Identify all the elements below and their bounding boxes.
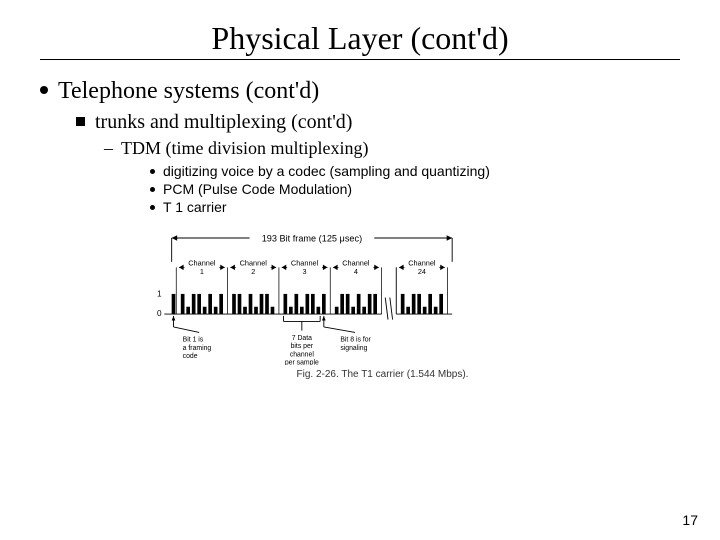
- bullet-l4-2: T 1 carrier: [150, 199, 680, 215]
- bullet-l3: –TDM (time division multiplexing): [104, 138, 680, 159]
- slide-title: Physical Layer (cont'd): [40, 20, 680, 60]
- bullet-l2: trunks and multiplexing (cont'd): [76, 111, 680, 134]
- t1-carrier-svg: 193 Bit frame (125 μsec)Channel1Channel2…: [135, 227, 630, 365]
- figure-caption: Fig. 2-26. The T1 carrier (1.544 Mbps).: [135, 369, 630, 380]
- svg-text:0: 0: [157, 309, 162, 318]
- svg-text:Bit 1 is: Bit 1 is: [183, 337, 204, 344]
- svg-text:4: 4: [354, 267, 358, 276]
- bullet-l1: Telephone systems (cont'd): [40, 78, 680, 105]
- bullet-small-icon: [150, 187, 155, 192]
- svg-text:2: 2: [251, 267, 255, 276]
- bullet-small-icon: [150, 205, 155, 210]
- svg-text:24: 24: [418, 267, 426, 276]
- bullet-dash-icon: –: [104, 138, 113, 159]
- svg-text:7 Data: 7 Data: [292, 335, 312, 342]
- svg-text:3: 3: [303, 267, 307, 276]
- page-number: 17: [682, 512, 698, 528]
- svg-text:Bit 8 is for: Bit 8 is for: [340, 337, 371, 344]
- l4-text-0: digitizing voice by a codec (sampling an…: [163, 163, 490, 179]
- svg-text:193 Bit frame (125 μsec): 193 Bit frame (125 μsec): [262, 234, 362, 244]
- svg-text:a framing: a framing: [183, 345, 212, 352]
- l4-text-1: PCM (Pulse Code Modulation): [163, 181, 352, 197]
- svg-text:1: 1: [200, 267, 204, 276]
- l4-text-2: T 1 carrier: [163, 199, 227, 215]
- svg-text:channel: channel: [290, 351, 315, 358]
- bullet-small-icon: [150, 169, 155, 174]
- l3-text: TDM (time division multiplexing): [121, 138, 368, 158]
- bullet-l4-1: PCM (Pulse Code Modulation): [150, 181, 680, 197]
- t1-carrier-figure: 193 Bit frame (125 μsec)Channel1Channel2…: [135, 227, 630, 380]
- l1-text: Telephone systems (cont'd): [58, 78, 319, 104]
- bullet-l4-0: digitizing voice by a codec (sampling an…: [150, 163, 680, 179]
- l2-text: trunks and multiplexing (cont'd): [95, 111, 352, 133]
- svg-text:bits per: bits per: [291, 343, 314, 350]
- svg-text:signaling: signaling: [340, 345, 367, 352]
- bullet-square-icon: [76, 117, 85, 126]
- svg-text:1: 1: [157, 290, 162, 299]
- svg-text:per sample: per sample: [285, 360, 319, 365]
- svg-text:code: code: [183, 353, 198, 360]
- bullet-round-icon: [40, 86, 48, 94]
